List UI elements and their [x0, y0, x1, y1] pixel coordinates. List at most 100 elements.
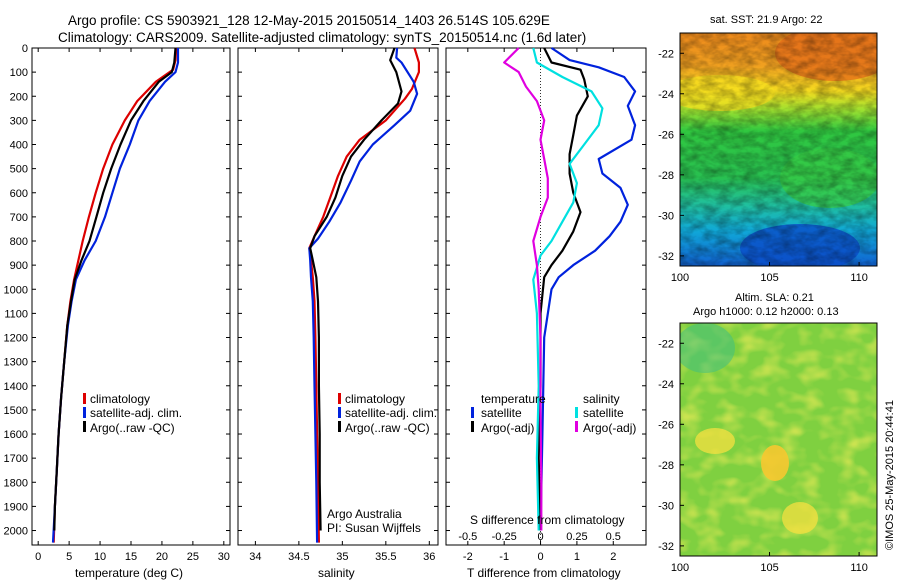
profile-line-temperature-argo-adj	[537, 47, 589, 531]
legend-label-argo: Argo(..raw -QC)	[90, 421, 175, 435]
depth-tick-label: 500	[10, 164, 28, 176]
salinity-plot-frame	[237, 47, 439, 546]
x2-tick-label: 0.25	[566, 531, 587, 543]
depth-tick-label: 1600	[4, 429, 28, 441]
depth-tick-label: 400	[10, 140, 28, 152]
x-tick-label: 10	[94, 551, 106, 563]
depth-axis: 0 100 200 300 400 500 600 700 800 900 1000 1100 1200…	[4, 43, 646, 538]
x-tick-label: 34.5	[288, 551, 309, 563]
legend-label-satellite: satellite-adj. clim.	[345, 406, 437, 420]
map-y-tick-label: -26	[658, 419, 674, 431]
depth-tick-label: 0	[22, 43, 28, 55]
depth-tick-label: 1100	[4, 308, 28, 320]
x-tick-label: 35.5	[375, 551, 396, 563]
map-y-tick-label: -28	[658, 170, 674, 182]
map-y-tick-label: -26	[658, 129, 674, 141]
map-x-tick-label: 105	[760, 272, 778, 284]
depth-tick-label: 1700	[4, 453, 28, 465]
map-y-tick-label: -24	[658, 89, 674, 101]
sla-map-y-axis: -22 -24 -26 -28 -30 -32	[658, 338, 684, 553]
legend-swatch-s-satellite	[575, 407, 578, 418]
depth-tick-label: 800	[10, 236, 28, 248]
temperature-profiles	[51, 47, 180, 543]
depth-tick-label: 1800	[4, 477, 28, 489]
sla-map-title-line2: Argo h1000: 0.12 h2000: 0.13	[693, 306, 839, 318]
sla-map-panel: Altim. SLA: 0.21 Argo h1000: 0.12 h2000:…	[658, 292, 878, 574]
x-tick-label: -1	[499, 551, 509, 563]
legend-swatch-climatology	[83, 393, 86, 404]
x-tick-label: 2	[610, 551, 616, 563]
x-tick-label: 15	[125, 551, 137, 563]
legend-swatch-t-satellite	[471, 407, 474, 418]
legend-swatch-satellite	[83, 407, 86, 418]
sla-map-title-line1: Altim. SLA: 0.21	[735, 292, 814, 304]
depth-tick-label: 1000	[4, 284, 28, 296]
temperature-x-label: temperature (deg C)	[75, 566, 183, 580]
argo-program-annotation: Argo Australia	[327, 507, 402, 521]
x-tick-label: 0	[35, 551, 41, 563]
sst-map-panel: sat. SST: 21.9 Argo: 22	[658, 14, 878, 284]
depth-tick-label: 2000	[4, 526, 28, 538]
legend-label-satellite: satellite-adj. clim.	[90, 406, 182, 420]
x-tick-label: 35	[336, 551, 348, 563]
profile-line-argo-raw-qc	[53, 47, 177, 531]
profile-line-temperature-satellite	[539, 47, 637, 531]
map-y-tick-label: -24	[658, 379, 674, 391]
depth-tick-label: 300	[10, 115, 28, 127]
x-tick-label: 0	[537, 551, 543, 563]
sla-map-frame	[679, 322, 878, 557]
x-tick-label: -2	[463, 551, 473, 563]
map-y-tick-label: -22	[658, 48, 674, 60]
depth-tick-label: 700	[10, 212, 28, 224]
map-x-tick-label: 105	[760, 562, 778, 574]
legend-label-t-satellite: satellite	[481, 406, 522, 420]
temperature-panel: 0100200300400500600700800900100011001200…	[4, 43, 646, 580]
x-tick-label: 36	[423, 551, 435, 563]
legend-label-climatology: climatology	[90, 392, 150, 406]
sla-high-patch-3	[782, 502, 818, 534]
sla-heatmap	[680, 323, 877, 556]
sst-map-title: sat. SST: 21.9 Argo: 22	[710, 14, 823, 26]
sst-map-frame	[679, 32, 878, 267]
t-diff-x-label: T difference from climatology	[467, 566, 621, 580]
depth-tick-label: 1900	[4, 501, 28, 513]
pi-annotation: PI: Susan Wijffels	[327, 521, 421, 535]
map-y-tick-label: -32	[658, 541, 674, 553]
sla-high-patch-1	[761, 445, 789, 481]
sst-map-y-axis: -22 -24 -26 -28 -30 -32	[658, 48, 684, 263]
salinity-x-axis: 34 34.5 35 35.5 36	[249, 48, 435, 563]
depth-tick-label: 1300	[4, 357, 28, 369]
x-tick-label: 20	[156, 551, 168, 563]
sla-green-patch	[680, 323, 735, 373]
profile-line-salinity-argo-adj	[503, 47, 549, 531]
map-y-tick-label: -32	[658, 251, 674, 263]
map-y-tick-label: -30	[658, 500, 674, 512]
depth-tick-label: 100	[10, 67, 28, 79]
legend-swatch-t-argo	[471, 421, 474, 432]
depth-tick-label: 200	[10, 91, 28, 103]
map-y-tick-label: -22	[658, 338, 674, 350]
depth-tick-label: 1400	[4, 381, 28, 393]
salinity-legend: climatology satellite-adj. clim. Argo(..…	[338, 392, 437, 435]
sst-map-x-axis: 100 105 110	[671, 262, 868, 284]
depth-tick-label: 1200	[4, 333, 28, 345]
sla-map-x-axis: 100 105 110	[671, 552, 868, 574]
map-y-tick-label: -28	[658, 460, 674, 472]
profile-line-salinity-satellite	[532, 47, 604, 531]
legend-label-t-argo: Argo(-adj)	[481, 421, 534, 435]
sla-high-patch-2	[695, 428, 735, 454]
depth-tick-label: 600	[10, 188, 28, 200]
legend-swatch-argo	[338, 421, 341, 432]
legend-label-s-satellite: satellite	[583, 406, 624, 420]
salinity-x-label: salinity	[318, 566, 355, 580]
difference-panel: -2 -1 0 1 2 -0.5 -0.25 0 0.25 0.5 S difference fr…	[445, 47, 647, 580]
x2-tick-label: 0	[537, 531, 543, 543]
legend-title-temperature: temperature	[481, 392, 546, 406]
temperature-x-axis: 0 5 10 15 20 25 30	[35, 48, 230, 563]
sst-texture	[680, 33, 877, 266]
x2-tick-label: -0.25	[492, 531, 517, 543]
legend-label-argo: Argo(..raw -QC)	[345, 421, 430, 435]
x-tick-label: 25	[187, 551, 199, 563]
sst-heatmap	[680, 33, 877, 266]
